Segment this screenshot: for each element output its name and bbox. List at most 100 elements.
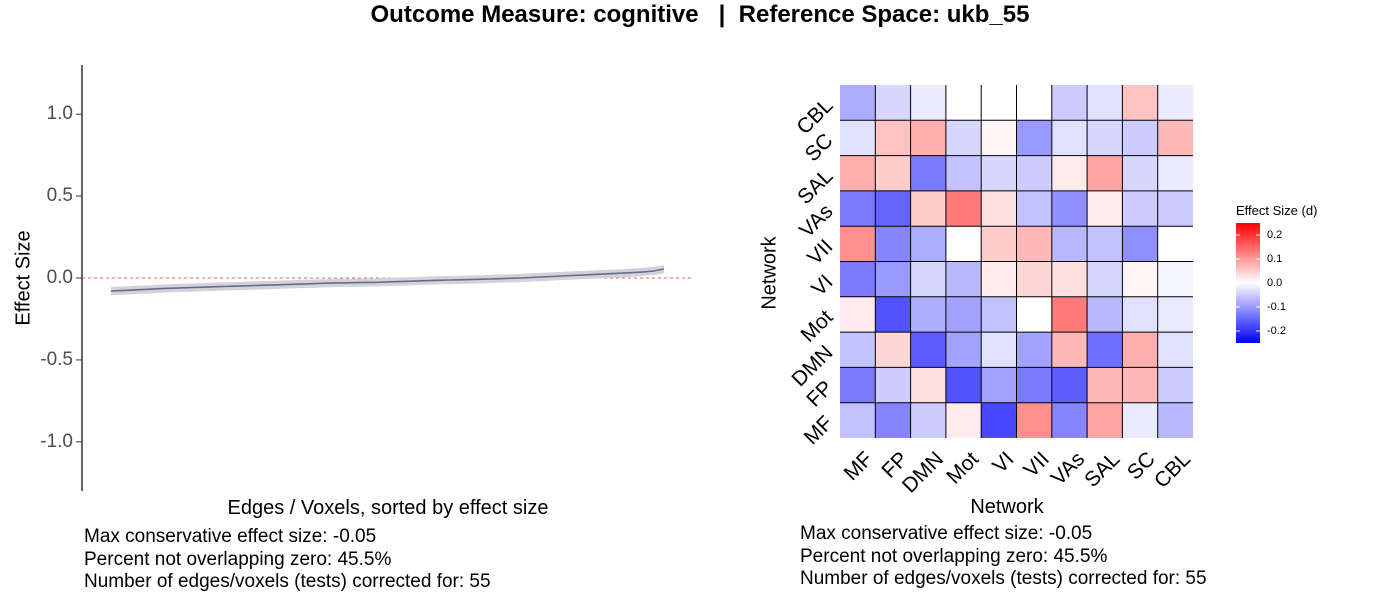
heatmap-cell (910, 155, 946, 191)
heatmap-cell (875, 190, 911, 227)
heatmap-cell (945, 120, 982, 156)
heatmap-cell (1051, 226, 1088, 262)
heatmap-stats: Max conservative effect size: -0.05 Perc… (800, 523, 1207, 591)
heatmap-cell (1051, 85, 1088, 121)
heatmap-cell (1122, 85, 1158, 121)
heatmap-cell (1016, 155, 1052, 191)
heatmap-cell (945, 261, 982, 297)
heatmap-cell (1087, 332, 1123, 368)
heatmap-cell (875, 155, 911, 191)
heatmap-cell (1157, 85, 1193, 121)
heatmap-cell (840, 296, 876, 333)
heatmap-cell (1016, 296, 1052, 333)
heatmap-cell (945, 367, 982, 403)
heatmap-cell (1087, 296, 1123, 333)
heatmap-cell (1051, 332, 1088, 368)
heatmap-cell (1016, 261, 1052, 297)
stat-percent-nonzero: Percent not overlapping zero: 45.5% (800, 545, 1108, 567)
heatmap-y-label: DMN (787, 341, 837, 391)
heatmap-cell (981, 155, 1017, 191)
heatmap-cell (840, 85, 876, 121)
heatmap-cell (875, 296, 911, 333)
heatmap-cell (981, 85, 1017, 121)
heatmap-cell (981, 367, 1017, 403)
heatmap-cell (875, 120, 911, 156)
heatmap-y-label: MF (800, 412, 838, 450)
legend-tick-label: 0.0 (1267, 277, 1282, 289)
heatmap-cell (1051, 120, 1088, 156)
heatmap-cell (1051, 261, 1088, 297)
heatmap-cell (1051, 296, 1088, 333)
heatmap-cell (910, 85, 946, 121)
legend-ticks: 0.2 0.1 0.0 -0.1 -0.2 (1236, 229, 1286, 337)
y-tick-label: -1.0 (40, 431, 73, 452)
heatmap-cell (840, 120, 876, 156)
heatmap-cell (981, 402, 1017, 438)
heatmap-cell (910, 261, 946, 297)
heatmap-cell (981, 190, 1017, 227)
heatmap-cell (1157, 190, 1193, 227)
stat-corrected-count: Number of edges/voxels (tests) corrected… (800, 568, 1207, 589)
heatmap-cell (1016, 402, 1052, 438)
heatmap-cell (1087, 261, 1123, 297)
heatmap-x-label: VAs (1047, 447, 1089, 489)
heatmap-cell (875, 367, 911, 403)
heatmap-x-label: Mot (942, 447, 983, 488)
heatmap-cell (1087, 367, 1123, 403)
legend-title: Effect Size (d) (1236, 203, 1317, 218)
heatmap-cell (1122, 367, 1158, 403)
heatmap-cell (1016, 226, 1052, 262)
heatmap-cell (981, 226, 1017, 262)
heatmap-cell (840, 261, 876, 297)
heatmap-y-label: CBL (792, 94, 837, 139)
color-legend: Effect Size (d) 0.2 0.1 0.0 -0.1 -0.2 (1236, 203, 1317, 343)
stat-corrected-count: Number of edges/voxels (tests) corrected… (84, 571, 491, 592)
heatmap-cell (1122, 190, 1158, 227)
heatmap-cell (840, 402, 876, 438)
heatmap-x-label: MF (840, 447, 878, 485)
heatmap-cell (1051, 155, 1088, 191)
heatmap-cell (1087, 155, 1123, 191)
heatmap-cell (1087, 402, 1123, 438)
heatmap-y-label: Mot (797, 306, 838, 347)
heatmap-cell (1157, 332, 1193, 368)
heatmap-cell (981, 332, 1017, 368)
stat-max-effect: Max conservative effect size: -0.05 (800, 523, 1093, 544)
heatmap-cell (1157, 261, 1193, 297)
heatmap-cell (910, 402, 946, 438)
heatmap-x-label: DMN (898, 447, 948, 497)
heatmap-cell (875, 402, 911, 438)
heatmap-cell (1016, 85, 1052, 121)
heatmap-cell (910, 120, 946, 156)
x-axis-title: Edges / Voxels, sorted by effect size (228, 497, 549, 519)
legend-tick-label: -0.2 (1267, 325, 1286, 337)
heatmap-cell (1051, 190, 1088, 227)
heatmap-cell (945, 190, 982, 227)
legend-tick-label: 0.1 (1267, 253, 1282, 265)
heatmap-cell (1087, 85, 1123, 121)
heatmap-cell (945, 296, 982, 333)
y-tick-label: 1.0 (47, 103, 73, 124)
heatmap-cell (1016, 190, 1052, 227)
heatmap-cell (910, 332, 946, 368)
heatmap-cell (1016, 120, 1052, 156)
heatmap-cell (1122, 332, 1158, 368)
heatmap-cell (1122, 155, 1158, 191)
heatmap-cell (1157, 402, 1193, 438)
heatmap-cell (840, 190, 876, 227)
heatmap-cell (1016, 332, 1052, 368)
heatmap-cell (1157, 155, 1193, 191)
heatmap-cell (1122, 120, 1158, 156)
heatmap-cell (1087, 120, 1123, 156)
heatmap-cells (840, 85, 1193, 438)
y-axis-title: Effect Size (12, 230, 34, 325)
heatmap-cell (1157, 296, 1193, 333)
heatmap-cell (1051, 367, 1088, 403)
y-tick-label: -0.5 (40, 349, 73, 370)
figure-title: Outcome Measure: cognitive | Reference S… (370, 1, 1030, 28)
heatmap-cell (945, 226, 982, 262)
heatmap-cell (1087, 190, 1123, 227)
